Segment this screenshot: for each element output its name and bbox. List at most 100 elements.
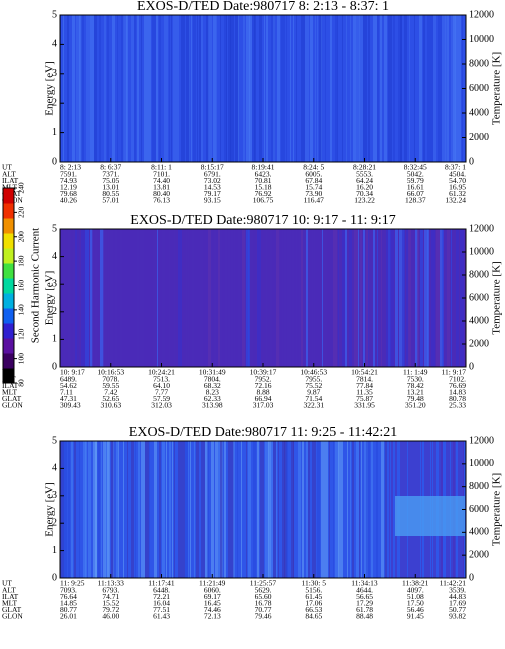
spectrogram-stripe xyxy=(85,229,89,367)
colorbar-segment xyxy=(3,278,14,294)
spectrogram-stripe xyxy=(366,229,369,367)
ephemeris-value: 12.19 xyxy=(60,183,77,192)
spectrogram-stripe xyxy=(283,229,284,367)
ephemeris-value: 70.77 xyxy=(255,605,272,614)
spectrogram-stripe xyxy=(203,229,206,367)
spectrogram-stripe xyxy=(133,229,135,367)
spectrogram-stripe xyxy=(154,441,157,578)
ephemeris-value: 56.65 xyxy=(356,592,373,601)
ephemeris-value: 11: 9:17 xyxy=(441,368,466,377)
spectrogram-stripe xyxy=(321,15,322,162)
spectrogram-stripe xyxy=(248,229,249,367)
spectrogram-stripe xyxy=(118,441,119,578)
spectrogram-stripe xyxy=(194,441,195,578)
ephemeris-value: 5042. xyxy=(407,169,424,178)
y2-tick-label: 4000 xyxy=(469,315,489,326)
spectrogram-stripe xyxy=(267,229,270,367)
y-tick-label: 2 xyxy=(52,97,57,108)
spectrogram-stripe xyxy=(420,229,423,367)
ephemeris-value: 73.90 xyxy=(305,189,322,198)
spectrogram-stripe xyxy=(130,229,133,367)
spectrogram-stripe xyxy=(212,229,214,367)
spectrogram-stripe xyxy=(191,15,192,162)
spectrogram-stripe xyxy=(337,15,338,162)
spectrogram-stripe xyxy=(385,441,387,578)
spectrogram-stripe xyxy=(399,229,402,367)
ephemeris-value: 74.71 xyxy=(102,592,119,601)
ephemeris-value: 69.17 xyxy=(204,592,221,601)
spectrogram-stripe xyxy=(127,441,128,578)
ephemeris-value: 116.47 xyxy=(304,196,325,205)
spectrogram-stripe xyxy=(286,441,288,578)
spectrogram-stripe xyxy=(208,15,212,162)
spectrogram-stripe xyxy=(176,15,179,162)
colorbar-segment xyxy=(3,263,14,279)
spectrogram-stripe xyxy=(312,441,316,578)
spectrogram-stripe xyxy=(313,229,314,367)
spectrogram-stripe xyxy=(90,15,94,162)
ephemeris-value: 8:11: 1 xyxy=(151,163,172,172)
y2-tick-label: 8000 xyxy=(469,58,489,69)
spectrogram-stripe xyxy=(371,441,373,578)
spectrogram-stripe xyxy=(286,229,287,367)
hot-region xyxy=(395,496,465,536)
spectrogram-stripe xyxy=(282,441,285,578)
colorbar-segment xyxy=(3,323,14,339)
spectrogram-stripe xyxy=(178,441,182,578)
ephemeris-label: GLAT xyxy=(2,605,22,614)
ephemeris-label: GLON xyxy=(2,612,23,621)
spectrogram-stripe xyxy=(356,15,360,162)
y-tick-label: 4 xyxy=(52,39,57,50)
ephemeris-value: 16.04 xyxy=(153,599,170,608)
colorbar-segment xyxy=(3,338,14,354)
spectrogram-stripe xyxy=(402,229,405,367)
spectrogram-stripe xyxy=(126,229,130,367)
spectrogram-stripe xyxy=(233,441,235,578)
colorbar-tick-label: 80 xyxy=(17,379,26,387)
ephemeris-value: 76.64 xyxy=(60,592,77,601)
ephemeris-value: 17.29 xyxy=(356,599,373,608)
ephemeris-label: ALT xyxy=(2,585,16,594)
colorbar-segment xyxy=(3,353,14,369)
ephemeris-value: 8:24: 5 xyxy=(303,163,324,172)
spectrogram-stripe xyxy=(310,15,313,162)
spectrogram-stripe xyxy=(294,229,296,367)
ephemeris-value: 13.01 xyxy=(102,183,119,192)
colorbar-segment xyxy=(3,203,14,219)
ephemeris-value: 51.08 xyxy=(407,592,424,601)
spectrogram-stripe xyxy=(242,229,245,367)
spectrogram-stripe xyxy=(216,15,217,162)
ephemeris-value: 26.01 xyxy=(60,612,77,621)
ephemeris-value: 50.77 xyxy=(449,605,466,614)
ephemeris-value: 7078. xyxy=(102,374,119,383)
spectrogram-stripe xyxy=(224,441,226,578)
spectrogram-stripe xyxy=(67,229,68,367)
y2-tick-label: 10000 xyxy=(469,246,494,257)
ephemeris-value: 93.82 xyxy=(449,612,466,621)
y2-tick-label: 0 xyxy=(469,156,474,167)
spectrogram-stripe xyxy=(71,229,73,367)
spectrogram-stripe xyxy=(350,441,351,578)
ephemeris-value: 11:21:49 xyxy=(199,579,226,588)
spectrogram-stripe xyxy=(160,229,162,367)
ephemeris-value: 11:34:13 xyxy=(351,579,378,588)
spectrogram-stripe xyxy=(384,15,387,162)
spectrogram-stripe xyxy=(172,441,173,578)
spectrogram-stripe xyxy=(144,15,148,162)
ephemeris-value: 59.55 xyxy=(102,381,119,390)
y-tick-label: 0 xyxy=(52,361,57,372)
ephemeris-value: 313.98 xyxy=(202,401,223,410)
spectrogram-stripe xyxy=(395,229,398,367)
spectrogram-stripe xyxy=(162,441,165,578)
ephemeris-label: MLT xyxy=(2,599,18,608)
ephemeris-value: 61.45 xyxy=(305,592,322,601)
y-axis-label: Energy [eV] xyxy=(44,482,56,536)
spectrogram-stripe xyxy=(81,15,84,162)
spectrogram-stripe xyxy=(137,15,139,162)
ephemeris-value: 25.33 xyxy=(449,401,466,410)
spectrogram-stripe xyxy=(354,229,358,367)
y2-tick-label: 12000 xyxy=(469,223,494,234)
ephemeris-value: 14.85 xyxy=(60,599,77,608)
ephemeris-label: GLAT xyxy=(2,394,22,403)
spectrogram-stripe xyxy=(126,15,128,162)
